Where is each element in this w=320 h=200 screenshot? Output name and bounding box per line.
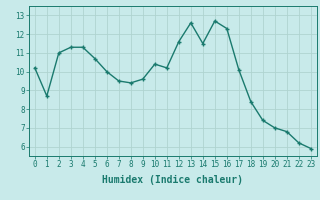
X-axis label: Humidex (Indice chaleur): Humidex (Indice chaleur) (102, 175, 243, 185)
